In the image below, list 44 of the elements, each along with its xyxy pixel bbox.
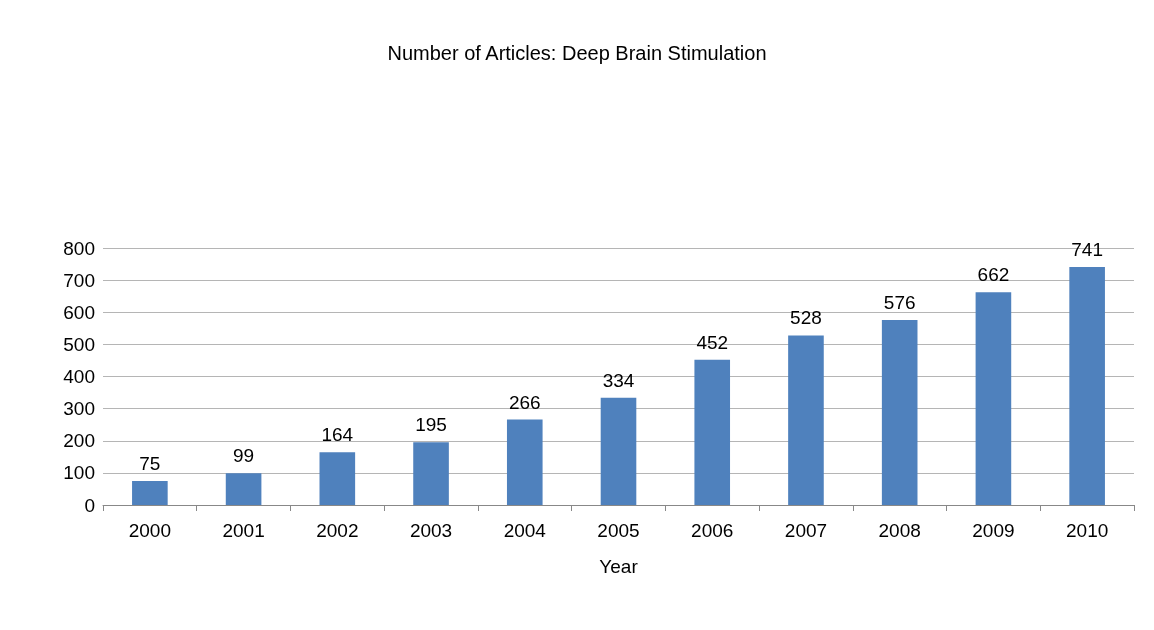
bar: [600, 397, 637, 505]
bar: [1069, 266, 1105, 505]
data-label: 266: [508, 391, 541, 413]
x-tick-label: 2004: [503, 520, 547, 541]
data-label: 164: [321, 424, 354, 446]
x-tick-label: 2000: [128, 520, 171, 541]
data-label: 576: [883, 291, 916, 313]
y-tick-label: 0: [84, 494, 95, 516]
y-tick-label: 500: [63, 333, 95, 355]
y-tick-label: 700: [63, 269, 95, 291]
bar: [506, 419, 543, 505]
chart-title: Number of Articles: Deep Brain Stimulation: [387, 42, 767, 64]
x-tick-label: 2005: [597, 520, 640, 541]
bar: [694, 359, 731, 505]
data-label: 99: [233, 445, 255, 467]
bar: [225, 473, 262, 505]
x-tick-label: 2010: [1066, 520, 1109, 541]
bar: [881, 319, 918, 505]
x-tick-label: 2001: [222, 520, 265, 541]
x-axis-title: Year: [599, 556, 639, 577]
y-tick-label: 400: [63, 366, 95, 387]
data-label: 528: [790, 307, 822, 329]
data-label: 334: [602, 369, 635, 391]
bar: [319, 452, 356, 505]
data-label: 662: [977, 264, 1010, 286]
y-tick-label: 300: [63, 398, 95, 420]
y-tick-label: 800: [63, 237, 95, 259]
x-tick-label: 2007: [784, 520, 828, 541]
y-tick-label: 200: [63, 430, 95, 452]
bar: [413, 442, 449, 505]
x-tick-label: 2009: [972, 520, 1015, 541]
x-tick-label: 2002: [316, 520, 359, 541]
data-label: 75: [139, 452, 161, 474]
x-tick-label: 2006: [691, 520, 734, 541]
bar: [132, 480, 168, 505]
bar: [975, 292, 1012, 505]
data-label: 195: [415, 414, 447, 436]
x-tick-label: 2008: [878, 520, 921, 541]
x-tick-label: 2003: [409, 520, 453, 541]
y-tick-label: 100: [63, 462, 95, 484]
data-label: 452: [696, 331, 729, 353]
y-tick-label: 600: [63, 301, 95, 323]
data-label: 741: [1071, 238, 1103, 260]
bar: [788, 335, 824, 505]
